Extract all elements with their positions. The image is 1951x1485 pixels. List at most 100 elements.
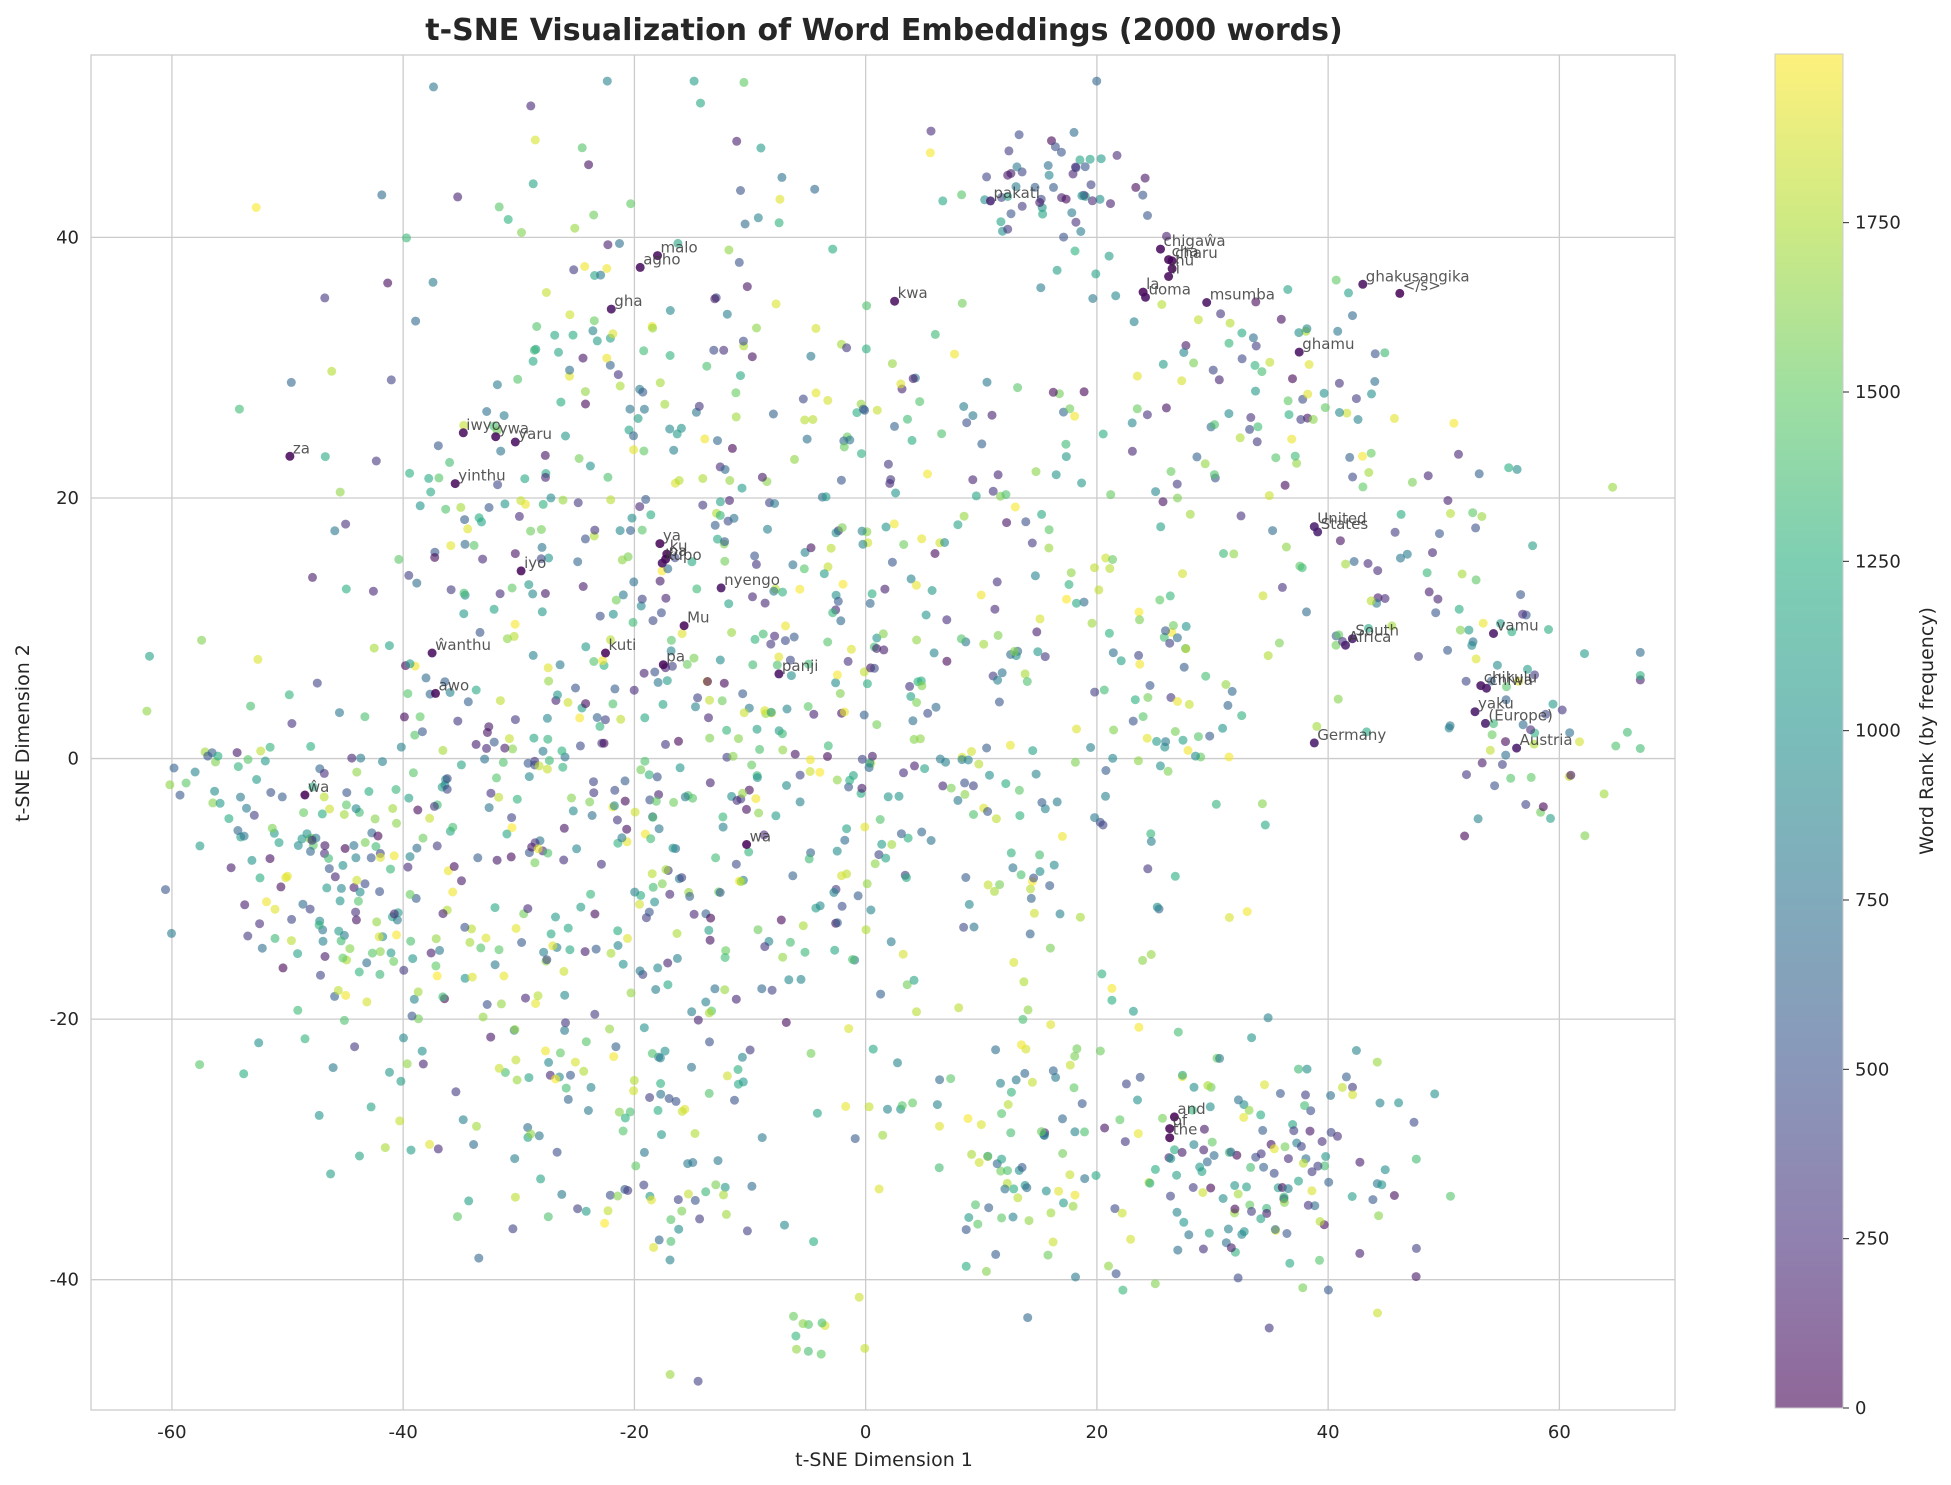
word-point [389, 851, 399, 861]
word-point [475, 627, 485, 637]
word-label: kuti [609, 636, 637, 654]
word-point [706, 913, 716, 923]
colorbar-tick-label: 0 [1855, 1398, 1866, 1419]
word-point [1029, 873, 1039, 883]
word-point [804, 659, 814, 669]
word-point [578, 353, 588, 363]
word-point [1134, 607, 1144, 617]
word-point [1263, 1013, 1273, 1023]
word-point [742, 804, 751, 814]
word-point [1118, 1285, 1128, 1295]
annotated-word-point [1489, 629, 1498, 638]
word-point [651, 796, 661, 806]
annotated-word-point [1169, 1112, 1179, 1122]
word-point [1298, 1283, 1308, 1293]
word-point [957, 755, 967, 765]
word-point [380, 1143, 390, 1153]
word-point [1443, 496, 1453, 505]
word-point [745, 1045, 755, 1055]
word-point [1070, 1127, 1080, 1137]
word-point [298, 899, 308, 909]
word-point [351, 907, 361, 917]
word-point [987, 410, 997, 420]
word-point [1045, 943, 1055, 953]
word-point [320, 293, 330, 303]
word-point [639, 1180, 649, 1190]
word-point [580, 947, 590, 957]
word-point [472, 1121, 481, 1131]
word-point [692, 584, 702, 594]
word-point [1002, 518, 1012, 528]
word-point [781, 621, 790, 631]
word-point [1256, 1110, 1266, 1120]
word-point [529, 345, 539, 355]
word-point [1268, 526, 1278, 536]
word-point [769, 586, 779, 596]
word-point [1033, 647, 1043, 657]
word-point [1050, 142, 1060, 152]
word-point [429, 82, 438, 92]
word-point [433, 441, 443, 451]
word-label: yinthu [458, 467, 505, 485]
word-point [976, 590, 986, 600]
word-point [449, 862, 459, 871]
word-point [1068, 1201, 1078, 1211]
word-point [559, 855, 569, 865]
word-point [1317, 1137, 1327, 1146]
word-point [591, 944, 601, 954]
annotated-word-point [1395, 288, 1405, 298]
word-point [243, 931, 253, 941]
word-point [195, 841, 205, 851]
word-point [1008, 1212, 1018, 1222]
annotated-word-point [510, 437, 520, 447]
word-point [1428, 548, 1437, 558]
word-point [1016, 1040, 1026, 1050]
word-point [503, 215, 513, 224]
word-point [341, 519, 351, 529]
word-point [1191, 751, 1200, 761]
word-point [626, 988, 636, 998]
word-point [1216, 309, 1226, 319]
word-point [663, 958, 673, 968]
word-point [725, 496, 734, 505]
word-point [1087, 618, 1097, 628]
word-point [534, 1131, 544, 1141]
word-point [1477, 512, 1487, 521]
word-point [836, 616, 846, 626]
word-point [1111, 291, 1121, 301]
word-point [1280, 480, 1290, 490]
word-point [1541, 709, 1551, 719]
word-point [1489, 719, 1498, 729]
word-point [523, 904, 533, 914]
word-point [839, 442, 849, 452]
word-point [674, 1224, 684, 1234]
word-point [908, 374, 918, 384]
word-point [732, 796, 742, 805]
word-point [1496, 619, 1505, 628]
word-point [710, 984, 720, 994]
word-point [930, 549, 940, 558]
word-point [446, 541, 456, 551]
word-point [821, 492, 831, 502]
word-point [611, 1042, 621, 1052]
word-point [840, 835, 850, 845]
annotated-word-point [679, 621, 689, 631]
word-point [1161, 403, 1171, 413]
word-point [663, 564, 673, 574]
word-label: ya [663, 527, 681, 545]
word-point [720, 465, 730, 474]
word-point [1409, 1117, 1419, 1127]
word-point [1353, 415, 1363, 424]
word-point [736, 371, 745, 381]
word-point [1044, 525, 1054, 535]
word-point [1370, 377, 1380, 386]
word-label: of [1173, 1112, 1188, 1130]
word-point [1062, 594, 1071, 604]
word-label: South [1355, 622, 1399, 640]
word-label: cha [1172, 243, 1199, 261]
word-point [718, 822, 728, 832]
word-point [1414, 652, 1423, 661]
word-point [404, 793, 414, 803]
word-point [896, 379, 906, 389]
word-point [215, 798, 225, 808]
